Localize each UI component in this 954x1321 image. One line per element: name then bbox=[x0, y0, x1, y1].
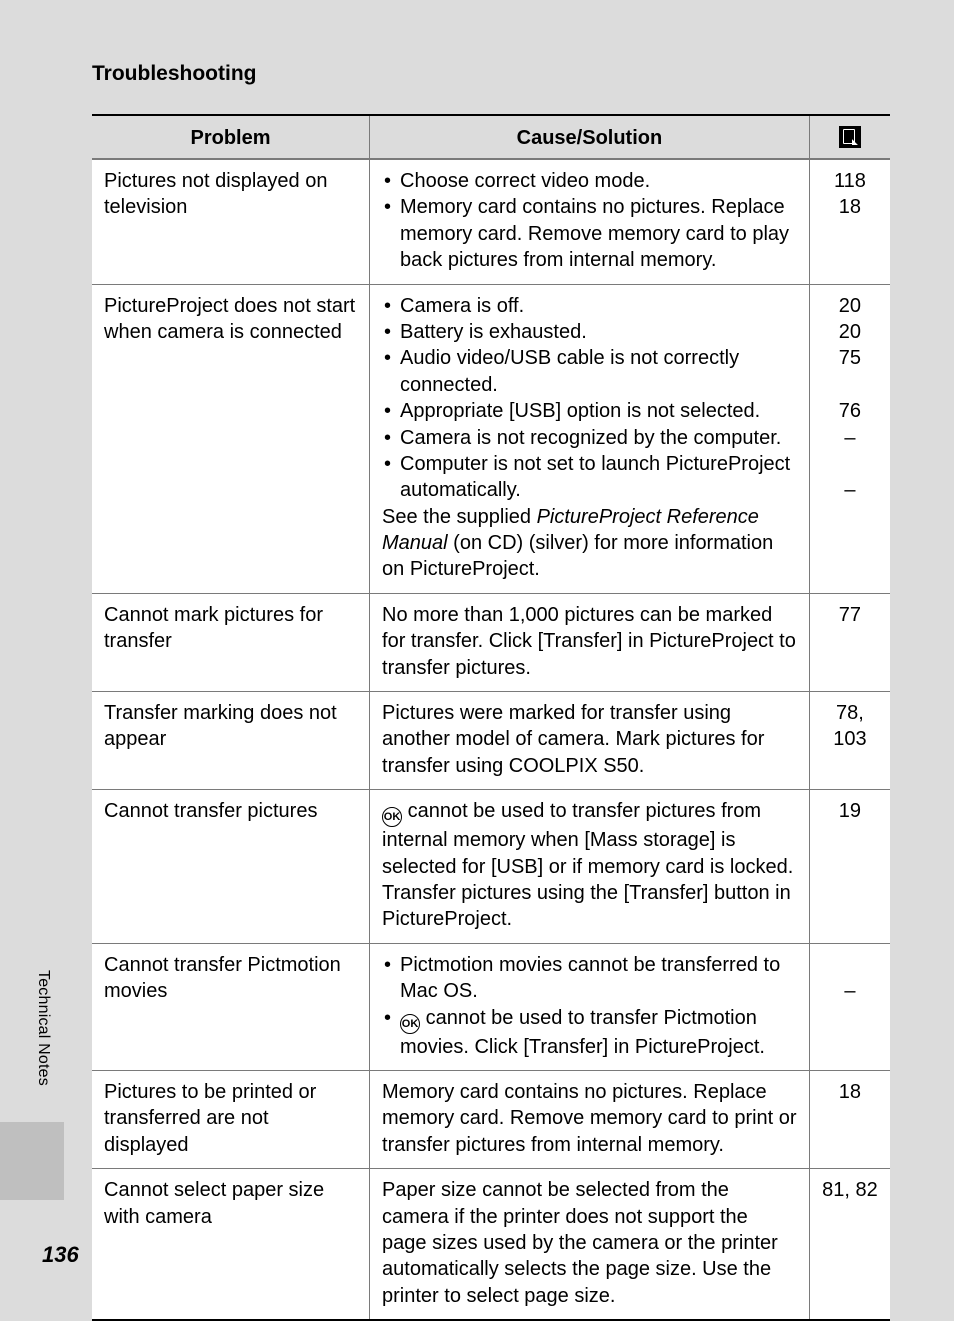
cause-bullet: Camera is off. bbox=[382, 293, 797, 319]
page-ref-cell: 202075 76– – bbox=[809, 284, 890, 593]
ok-icon: OK bbox=[400, 1014, 420, 1034]
page-ref-value: – bbox=[822, 477, 878, 503]
page-ref-value bbox=[822, 372, 878, 398]
cause-cell: Choose correct video mode.Memory card co… bbox=[370, 159, 810, 284]
cause-bullet: Appropriate [USB] option is not selected… bbox=[382, 398, 797, 424]
page-ref-value: 18 bbox=[822, 1079, 878, 1105]
problem-cell: Pictures to be printed or transferred ar… bbox=[92, 1070, 370, 1168]
page: Troubleshooting Problem Cause/Solution P… bbox=[0, 0, 954, 1314]
header-cause: Cause/Solution bbox=[370, 115, 810, 159]
problem-cell: Cannot select paper size with camera bbox=[92, 1169, 370, 1320]
troubleshooting-table: Problem Cause/Solution Pictures not disp… bbox=[92, 114, 890, 1321]
side-tab-label: Technical Notes bbox=[34, 970, 52, 1086]
page-ref-value: 81, 82 bbox=[822, 1177, 878, 1203]
header-problem: Problem bbox=[92, 115, 370, 159]
page-ref-value bbox=[822, 952, 878, 978]
page-ref-value: 118 bbox=[822, 168, 878, 194]
problem-cell: Cannot transfer Pictmotion movies bbox=[92, 943, 370, 1070]
problem-cell: Cannot mark pictures for transfer bbox=[92, 593, 370, 691]
reference-manual-title: PictureProject Reference Manual bbox=[382, 506, 759, 554]
page-ref-lines: – bbox=[822, 952, 878, 1005]
page-ref-value: 20 bbox=[822, 319, 878, 345]
page-ref-value bbox=[822, 451, 878, 477]
table-row: Cannot transfer Pictmotion moviesPictmot… bbox=[92, 943, 890, 1070]
page-ref-lines: 18 bbox=[822, 1079, 878, 1105]
page-ref-value: 76 bbox=[822, 398, 878, 424]
page-ref-value: 18 bbox=[822, 194, 878, 220]
cause-bullet: Computer is not set to launch PicturePro… bbox=[382, 451, 797, 504]
section-title: Troubleshooting bbox=[92, 62, 890, 86]
cause-bullet: OK cannot be used to transfer Pictmotion… bbox=[382, 1005, 797, 1060]
table-row: Cannot select paper size with cameraPape… bbox=[92, 1169, 890, 1320]
page-ref-lines: 77 bbox=[822, 602, 878, 628]
cause-cell: Camera is off.Battery is exhausted.Audio… bbox=[370, 284, 810, 593]
cause-bullet: Audio video/USB cable is not correctly c… bbox=[382, 345, 797, 398]
cause-cell: Pictmotion movies cannot be transferred … bbox=[370, 943, 810, 1070]
cause-bullet: Choose correct video mode. bbox=[382, 168, 797, 194]
ok-icon: OK bbox=[382, 807, 402, 827]
page-ref-value: 77 bbox=[822, 602, 878, 628]
problem-cell: Pictures not displayed on television bbox=[92, 159, 370, 284]
cause-bullet: Battery is exhausted. bbox=[382, 319, 797, 345]
table-row: Cannot mark pictures for transferNo more… bbox=[92, 593, 890, 691]
page-ref-cell: 81, 82 bbox=[809, 1169, 890, 1320]
cause-note: See the supplied PictureProject Referenc… bbox=[382, 504, 797, 583]
page-ref-lines: 81, 82 bbox=[822, 1177, 878, 1203]
table-header-row: Problem Cause/Solution bbox=[92, 115, 890, 159]
cause-bullet-list: Pictmotion movies cannot be transferred … bbox=[382, 952, 797, 1060]
page-ref-cell: 78,103 bbox=[809, 692, 890, 790]
problem-cell: Transfer marking does not appear bbox=[92, 692, 370, 790]
table-row: Pictures to be printed or transferred ar… bbox=[92, 1070, 890, 1168]
page-ref-value: 75 bbox=[822, 345, 878, 371]
page-ref-cell: 11818 bbox=[809, 159, 890, 284]
cause-bullet: Camera is not recognized by the computer… bbox=[382, 425, 797, 451]
page-ref-value: 20 bbox=[822, 293, 878, 319]
problem-cell: Cannot transfer pictures bbox=[92, 790, 370, 944]
header-reference bbox=[809, 115, 890, 159]
cause-cell: OK cannot be used to transfer pictures f… bbox=[370, 790, 810, 944]
page-ref-value: – bbox=[822, 978, 878, 1004]
problem-cell: PictureProject does not start when camer… bbox=[92, 284, 370, 593]
page-ref-cell: 19 bbox=[809, 790, 890, 944]
page-ref-lines: 19 bbox=[822, 798, 878, 824]
table-row: Transfer marking does not appearPictures… bbox=[92, 692, 890, 790]
cause-bullet-list: Camera is off.Battery is exhausted.Audio… bbox=[382, 293, 797, 504]
table-row: PictureProject does not start when camer… bbox=[92, 284, 890, 593]
side-tab-block bbox=[0, 1122, 64, 1200]
page-ref-cell: 77 bbox=[809, 593, 890, 691]
page-ref-cell: 18 bbox=[809, 1070, 890, 1168]
page-ref-lines: 202075 76– – bbox=[822, 293, 878, 504]
cause-cell: No more than 1,000 pictures can be marke… bbox=[370, 593, 810, 691]
page-ref-lines: 11818 bbox=[822, 168, 878, 221]
troubleshooting-table-container: Problem Cause/Solution Pictures not disp… bbox=[92, 114, 890, 1321]
page-ref-value: – bbox=[822, 425, 878, 451]
page-ref-value: 19 bbox=[822, 798, 878, 824]
cause-bullet-list: Choose correct video mode.Memory card co… bbox=[382, 168, 797, 274]
table-row: Cannot transfer picturesOK cannot be use… bbox=[92, 790, 890, 944]
cause-cell: Pictures were marked for transfer using … bbox=[370, 692, 810, 790]
cause-bullet: Memory card contains no pictures. Replac… bbox=[382, 194, 797, 273]
page-ref-lines: 78,103 bbox=[822, 700, 878, 753]
cause-bullet: Pictmotion movies cannot be transferred … bbox=[382, 952, 797, 1005]
page-ref-value: 103 bbox=[822, 726, 878, 752]
page-ref-value: 78, bbox=[822, 700, 878, 726]
table-row: Pictures not displayed on televisionChoo… bbox=[92, 159, 890, 284]
cause-cell: Memory card contains no pictures. Replac… bbox=[370, 1070, 810, 1168]
page-number: 136 bbox=[42, 1242, 79, 1268]
cause-cell: Paper size cannot be selected from the c… bbox=[370, 1169, 810, 1320]
page-ref-cell: – bbox=[809, 943, 890, 1070]
reference-icon bbox=[839, 126, 861, 148]
